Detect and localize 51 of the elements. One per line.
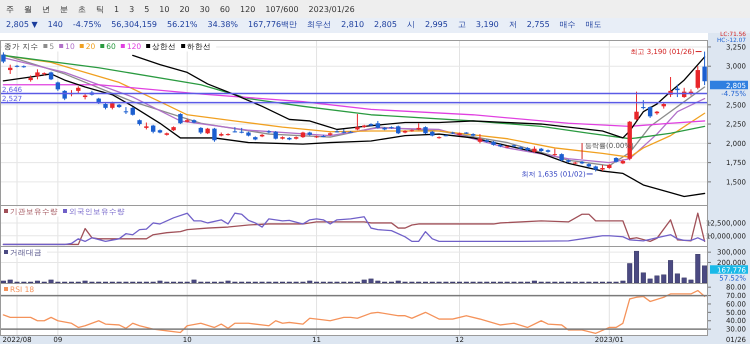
text: 시 [406, 20, 415, 29]
text: 틱 [96, 5, 104, 14]
candlestick [634, 91, 639, 121]
text: 1 [114, 5, 120, 14]
text: 60 [220, 5, 230, 14]
text: 년 [42, 5, 50, 14]
text: 고 [458, 20, 466, 29]
text: 2,995 [424, 20, 448, 29]
text: 167,776백만 [248, 20, 298, 29]
line-series [132, 54, 706, 139]
text: 56,304,159 [111, 20, 158, 29]
candlestick [478, 134, 482, 144]
text: 5 [144, 5, 150, 14]
text: 30 [200, 5, 210, 14]
text: 2,805 ▼ [6, 20, 38, 29]
text: 주 [6, 5, 14, 14]
line-series [2, 73, 706, 198]
candlestick [675, 84, 680, 98]
candlestick [702, 51, 707, 86]
candlestick [696, 66, 700, 90]
text: 2,805 [374, 20, 397, 29]
line-series [2, 54, 706, 140]
text: 매수 [560, 20, 576, 29]
text: 2,755 [526, 20, 550, 29]
text: 3 [129, 5, 134, 14]
candlestick [212, 127, 217, 142]
text: 매도 [586, 20, 602, 29]
candlestick [178, 112, 183, 125]
text: 2023/01/26 [308, 5, 355, 14]
text: 107/600 [265, 5, 299, 14]
text: 20 [179, 5, 190, 14]
candlestick [355, 114, 360, 131]
candlestick [35, 68, 40, 80]
text: 56.21% [167, 20, 198, 29]
text: 분 [60, 5, 68, 14]
text: 10 [159, 5, 170, 14]
text: 3,190 [476, 20, 499, 29]
text: 월 [24, 5, 32, 14]
text: 34.38% [208, 20, 238, 29]
candlestick [641, 100, 646, 110]
text: 120 [240, 5, 256, 14]
text: 초 [78, 5, 86, 14]
candlestick [648, 106, 652, 118]
text: 최우선 [307, 20, 332, 29]
candlestick [1, 52, 6, 64]
text: 2,810 [341, 20, 364, 29]
text: 140 [48, 20, 63, 29]
text: 저 [508, 20, 517, 29]
line-series [2, 84, 706, 128]
text: -4.75% [72, 20, 102, 29]
candlestick [56, 81, 60, 92]
